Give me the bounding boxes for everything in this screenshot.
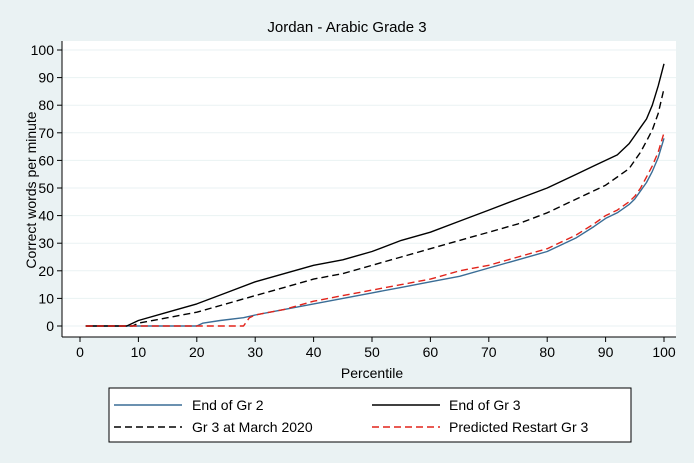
grid — [62, 49, 676, 327]
series-line-1 — [85, 138, 665, 327]
x-tick-label: 40 — [306, 344, 322, 360]
y-tick-label: 60 — [38, 152, 54, 168]
x-tick-label: 60 — [423, 344, 439, 360]
legend-box — [108, 387, 632, 443]
chart-title: Jordan - Arabic Grade 3 — [267, 19, 426, 36]
y-tick-label: 50 — [38, 180, 54, 196]
y-axis-title: Correct words per minute — [23, 111, 39, 268]
x-tick-label: 20 — [189, 344, 205, 360]
legend-label-3: Gr 3 at March 2020 — [192, 419, 313, 435]
legend-label-2: End of Gr 3 — [449, 397, 521, 413]
x-tick-label: 100 — [652, 344, 676, 360]
x-tick-label: 50 — [364, 344, 380, 360]
legend-label-4: Predicted Restart Gr 3 — [449, 419, 588, 435]
y-axis-ticks: 0 10 20 30 40 50 60 70 80 90 100 — [31, 42, 62, 334]
x-axis-title: Percentile — [341, 365, 403, 381]
series-line-3 — [85, 88, 665, 327]
y-tick-label: 90 — [38, 70, 54, 86]
y-tick-label: 100 — [31, 42, 55, 58]
y-tick-label: 20 — [38, 263, 54, 279]
y-tick-label: 70 — [38, 125, 54, 141]
x-tick-label: 90 — [598, 344, 614, 360]
x-tick-label: 80 — [539, 344, 555, 360]
x-tick-label: 30 — [247, 344, 263, 360]
series-line-4 — [85, 132, 665, 327]
x-tick-label: 70 — [481, 344, 497, 360]
legend: End of Gr 2 End of Gr 3 Gr 3 at March 2020… — [114, 397, 588, 435]
y-tick-label: 10 — [38, 290, 54, 306]
axes — [61, 41, 676, 338]
y-tick-label: 80 — [38, 97, 54, 113]
x-tick-label: 0 — [76, 344, 84, 360]
x-axis-ticks: 0 10 20 30 40 50 60 70 80 90 100 — [76, 337, 676, 360]
x-tick-label: 10 — [131, 344, 147, 360]
y-tick-label: 30 — [38, 235, 54, 251]
y-tick-label: 0 — [46, 318, 54, 334]
y-tick-label: 40 — [38, 208, 54, 224]
series-line-2 — [85, 63, 665, 327]
plot-area — [62, 41, 676, 337]
legend-label-1: End of Gr 2 — [192, 397, 264, 413]
series-layer — [85, 63, 665, 327]
